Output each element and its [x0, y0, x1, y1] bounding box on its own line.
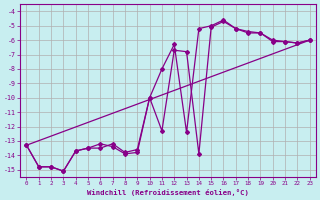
X-axis label: Windchill (Refroidissement éolien,°C): Windchill (Refroidissement éolien,°C)	[87, 189, 249, 196]
